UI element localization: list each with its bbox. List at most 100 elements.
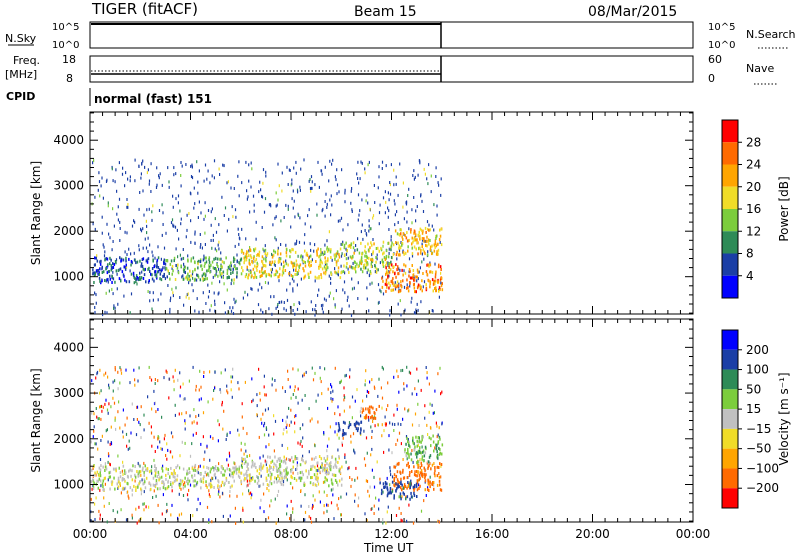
power-noise-cell bbox=[420, 228, 423, 232]
velocity-noise-cell bbox=[238, 433, 240, 437]
velocity-noise-cell bbox=[149, 376, 151, 379]
power-cell bbox=[261, 259, 263, 263]
velocity-cell bbox=[383, 485, 385, 489]
power-noise-cell bbox=[151, 250, 153, 254]
velocity-noise-cell bbox=[136, 405, 138, 409]
velocity-noise-cell bbox=[122, 430, 124, 434]
power-cell bbox=[208, 267, 210, 271]
power-cell bbox=[233, 256, 235, 260]
velocity-colorbar-segment bbox=[722, 409, 738, 429]
power-noise-cell bbox=[149, 299, 151, 303]
velocity-cell bbox=[191, 475, 194, 479]
velocity-noise-cell bbox=[259, 456, 261, 460]
velocity-noise-cell bbox=[304, 518, 306, 522]
power-noise-cell bbox=[140, 227, 142, 231]
power-cell bbox=[238, 261, 240, 265]
velocity-noise-cell bbox=[327, 503, 329, 507]
velocity-noise-cell bbox=[189, 483, 192, 487]
power-cell bbox=[279, 252, 282, 256]
power-noise-cell bbox=[228, 267, 230, 271]
velocity-noise-cell bbox=[137, 461, 139, 465]
velocity-noise-cell bbox=[157, 445, 159, 449]
power-noise-cell bbox=[421, 252, 423, 256]
power-cell bbox=[367, 242, 369, 246]
velocity-cell bbox=[230, 474, 232, 478]
velocity-cell bbox=[191, 467, 194, 470]
velocity-noise-cell bbox=[417, 379, 419, 383]
power-cell bbox=[268, 273, 271, 277]
velocity-noise-cell bbox=[198, 413, 200, 417]
velocity-cell bbox=[296, 463, 299, 467]
velocity-noise-cell bbox=[406, 519, 408, 523]
velocity-noise-cell bbox=[431, 403, 433, 407]
power-cell bbox=[309, 264, 311, 268]
power-noise-cell bbox=[146, 224, 148, 228]
power-noise-cell bbox=[271, 267, 273, 271]
power-noise-cell bbox=[146, 208, 148, 212]
velocity-noise-cell bbox=[394, 423, 396, 426]
velocity-cell bbox=[322, 466, 324, 470]
velocity-noise-cell bbox=[385, 423, 387, 427]
power-colorbar-tick-label: 28 bbox=[746, 135, 761, 149]
velocity-cell bbox=[268, 483, 270, 487]
velocity-noise-cell bbox=[91, 411, 93, 415]
power-noise-cell bbox=[172, 291, 174, 295]
velocity-cell bbox=[175, 466, 177, 470]
power-noise-cell bbox=[233, 297, 235, 301]
power-noise-cell bbox=[237, 227, 239, 231]
power-cell bbox=[274, 250, 277, 254]
velocity-noise-cell bbox=[340, 379, 342, 383]
power-cell bbox=[240, 272, 243, 276]
power-cell bbox=[256, 254, 258, 257]
velocity-cell bbox=[258, 465, 261, 469]
power-noise-cell bbox=[403, 285, 406, 289]
power-cell bbox=[292, 264, 295, 268]
power-noise-cell bbox=[183, 262, 185, 266]
velocity-noise-cell bbox=[436, 424, 438, 428]
velocity-cell bbox=[342, 429, 344, 432]
velocity-cell bbox=[154, 471, 157, 475]
power-cell bbox=[412, 240, 414, 244]
velocity-noise-cell bbox=[136, 521, 138, 525]
velocity-noise-cell bbox=[439, 366, 441, 370]
velocity-noise-cell bbox=[299, 442, 301, 446]
power-noise-cell bbox=[276, 305, 279, 309]
power-cell bbox=[308, 256, 310, 260]
power-cell bbox=[253, 276, 255, 280]
power-noise-cell bbox=[382, 292, 385, 296]
velocity-cell bbox=[386, 494, 389, 498]
power-noise-cell bbox=[318, 185, 320, 189]
velocity-cell bbox=[365, 413, 368, 417]
power-cell bbox=[246, 265, 248, 269]
power-noise-cell bbox=[314, 308, 316, 312]
velocity-noise-cell bbox=[389, 483, 391, 487]
velocity-noise-cell bbox=[315, 399, 317, 403]
power-cell bbox=[175, 264, 177, 267]
power-cell bbox=[97, 272, 99, 276]
power-cell bbox=[119, 267, 122, 271]
power-noise-cell bbox=[215, 272, 217, 276]
power-noise-cell bbox=[292, 309, 294, 312]
power-noise-cell bbox=[127, 177, 129, 181]
power-cell bbox=[106, 257, 109, 261]
power-noise-cell bbox=[395, 182, 397, 186]
velocity-cell bbox=[410, 452, 412, 456]
power-noise-cell bbox=[328, 274, 330, 278]
velocity-cell bbox=[186, 472, 188, 476]
velocity-noise-cell bbox=[290, 420, 292, 424]
power-noise-cell bbox=[200, 211, 202, 215]
velocity-cell bbox=[173, 471, 175, 475]
velocity-noise-cell bbox=[426, 423, 428, 427]
power-cell bbox=[278, 257, 280, 261]
velocity-cell bbox=[320, 465, 323, 469]
power-cell bbox=[264, 270, 266, 274]
power-noise-cell bbox=[148, 182, 150, 186]
velocity-noise-cell bbox=[122, 435, 124, 439]
velocity-noise-cell bbox=[128, 439, 130, 443]
velocity-cell bbox=[262, 464, 265, 468]
power-cell bbox=[319, 258, 322, 262]
power-noise-cell bbox=[358, 213, 360, 217]
velocity-cell bbox=[341, 465, 343, 469]
power-cell bbox=[166, 275, 168, 279]
power-cell bbox=[241, 266, 243, 270]
